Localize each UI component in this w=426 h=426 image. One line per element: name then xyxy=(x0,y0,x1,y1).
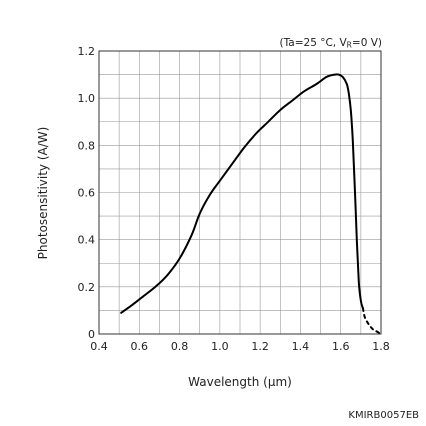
x-tick-label: 0.8 xyxy=(171,340,189,353)
x-axis-ticks: 0.4 0.6 0.8 1.0 1.2 1.4 1.6 1.8 xyxy=(90,340,390,353)
x-axis-label: Wavelength (µm) xyxy=(188,375,292,389)
y-tick-label: 1.2 xyxy=(78,45,96,58)
y-axis-label: Photosensitivity (A/W) xyxy=(36,127,50,260)
series-line-measured xyxy=(120,73,364,314)
y-tick-label: 1.0 xyxy=(78,92,96,105)
x-tick-label: 1.0 xyxy=(211,340,229,353)
y-tick-label: 0.2 xyxy=(78,281,96,294)
y-axis-ticks: 0 0.2 0.4 0.6 0.8 1.0 1.2 xyxy=(78,45,96,341)
x-tick-label: 1.4 xyxy=(292,340,310,353)
x-tick-label: 0.4 xyxy=(90,340,108,353)
measurement-condition: (Ta=25 °C, VR=0 V) xyxy=(280,37,382,50)
plot-frame xyxy=(98,50,382,335)
series-group xyxy=(120,73,382,335)
y-tick-label: 0.6 xyxy=(78,187,96,200)
y-tick-label: 0 xyxy=(88,328,95,341)
y-tick-label: 0.8 xyxy=(78,139,96,152)
y-tick-label: 0.4 xyxy=(78,234,96,247)
grid xyxy=(99,51,381,334)
series-line-extrapolated xyxy=(361,307,382,335)
x-tick-label: 1.8 xyxy=(372,340,390,353)
x-tick-label: 0.6 xyxy=(131,340,149,353)
x-tick-label: 1.6 xyxy=(332,340,350,353)
figure-code: KMIRB0057EB xyxy=(348,410,419,421)
x-tick-label: 1.2 xyxy=(251,340,269,353)
